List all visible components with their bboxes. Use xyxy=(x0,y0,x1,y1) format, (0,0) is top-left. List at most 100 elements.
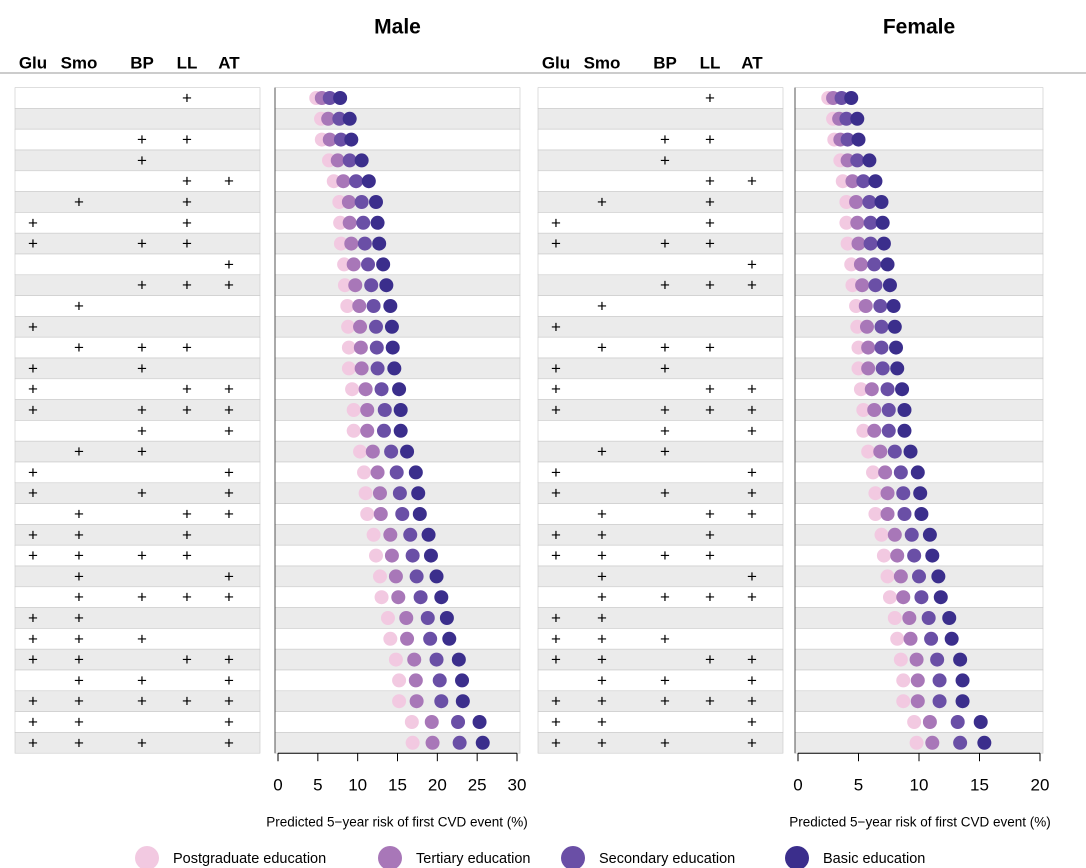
dot xyxy=(896,694,911,709)
dot xyxy=(853,257,868,272)
dot xyxy=(932,694,947,709)
factor-mark: + xyxy=(660,400,670,419)
dot xyxy=(922,715,937,729)
row-band xyxy=(794,336,1044,359)
x-tick-label: 25 xyxy=(468,776,487,795)
dot xyxy=(853,382,868,397)
dot xyxy=(839,111,854,126)
factor-header: Smo xyxy=(61,53,98,72)
dot xyxy=(867,403,882,417)
dot xyxy=(366,299,381,313)
factor-mark: + xyxy=(182,525,192,544)
factor-mark: + xyxy=(551,400,561,419)
factor-mark: + xyxy=(747,380,757,399)
dot xyxy=(368,548,383,563)
x-tick-label: 5 xyxy=(313,776,322,795)
row-band xyxy=(537,524,784,546)
dot xyxy=(861,340,876,355)
dot xyxy=(451,652,466,667)
dot xyxy=(383,631,398,646)
row-band xyxy=(274,212,521,234)
dot xyxy=(925,735,940,750)
factor-mark: + xyxy=(597,504,607,523)
factor-mark: + xyxy=(597,650,607,669)
factor-mark: + xyxy=(660,421,670,440)
dot xyxy=(851,340,866,355)
dot xyxy=(412,507,427,521)
dot xyxy=(873,299,888,313)
dot xyxy=(405,735,420,750)
x-tick-label: 5 xyxy=(854,776,863,795)
factor-mark: + xyxy=(28,234,38,253)
factor-mark: + xyxy=(747,671,757,690)
dot xyxy=(425,735,440,750)
dot xyxy=(922,527,937,542)
x-tick-label: 0 xyxy=(273,776,282,795)
dot xyxy=(372,236,387,251)
factor-mark: + xyxy=(224,380,234,399)
legend-label: Postgraduate education xyxy=(173,851,326,867)
dot xyxy=(393,423,408,438)
row-band xyxy=(14,295,261,317)
factor-mark: + xyxy=(74,712,84,731)
dot xyxy=(372,569,387,584)
factor-mark: + xyxy=(551,213,561,232)
factor-mark: + xyxy=(74,504,84,523)
dot xyxy=(850,215,865,230)
dot xyxy=(411,486,426,501)
factor-mark: + xyxy=(28,380,38,399)
factor-mark: + xyxy=(597,608,607,627)
dot xyxy=(439,611,454,625)
dot xyxy=(434,590,449,605)
dot xyxy=(393,403,408,417)
dot xyxy=(429,652,444,667)
dot xyxy=(840,153,855,168)
dot xyxy=(420,611,435,625)
dot xyxy=(389,465,404,480)
dot xyxy=(856,423,871,438)
dot xyxy=(897,423,912,438)
x-tick-label: 30 xyxy=(508,776,527,795)
factor-mark: + xyxy=(705,172,715,191)
factor-mark: + xyxy=(28,400,38,419)
factor-mark: + xyxy=(705,338,715,357)
row-band xyxy=(794,607,1044,629)
factor-mark: + xyxy=(28,463,38,482)
factor-mark: + xyxy=(137,671,147,690)
dot xyxy=(344,132,359,147)
row-band xyxy=(794,628,1044,650)
dot xyxy=(451,715,466,729)
factor-mark: + xyxy=(660,588,670,607)
dot xyxy=(341,319,356,334)
dot xyxy=(893,569,908,584)
factor-mark: + xyxy=(597,712,607,731)
row-band xyxy=(14,87,261,109)
dot xyxy=(341,340,356,355)
factor-mark: + xyxy=(660,276,670,295)
dot xyxy=(861,361,876,376)
factor-mark: + xyxy=(597,733,607,752)
factor-mark: + xyxy=(182,338,192,357)
factor-mark: + xyxy=(28,525,38,544)
dot xyxy=(374,382,389,397)
factor-mark: + xyxy=(551,650,561,669)
dot xyxy=(855,278,870,293)
dot xyxy=(882,590,897,605)
factor-mark: + xyxy=(28,546,38,565)
dot xyxy=(336,174,351,189)
factor-mark: + xyxy=(137,692,147,711)
dot xyxy=(882,278,897,293)
dot xyxy=(886,299,901,313)
x-axis-label: Predicted 5−year risk of first CVD event… xyxy=(266,815,527,830)
dot xyxy=(387,361,402,376)
dot xyxy=(907,548,922,563)
factor-mark: + xyxy=(551,733,561,752)
dot xyxy=(889,340,904,355)
factor-mark: + xyxy=(74,588,84,607)
dot xyxy=(876,236,891,251)
dot xyxy=(423,548,438,563)
dot xyxy=(878,465,893,480)
dot xyxy=(914,590,929,605)
factor-mark: + xyxy=(137,588,147,607)
factor-mark: + xyxy=(137,546,147,565)
